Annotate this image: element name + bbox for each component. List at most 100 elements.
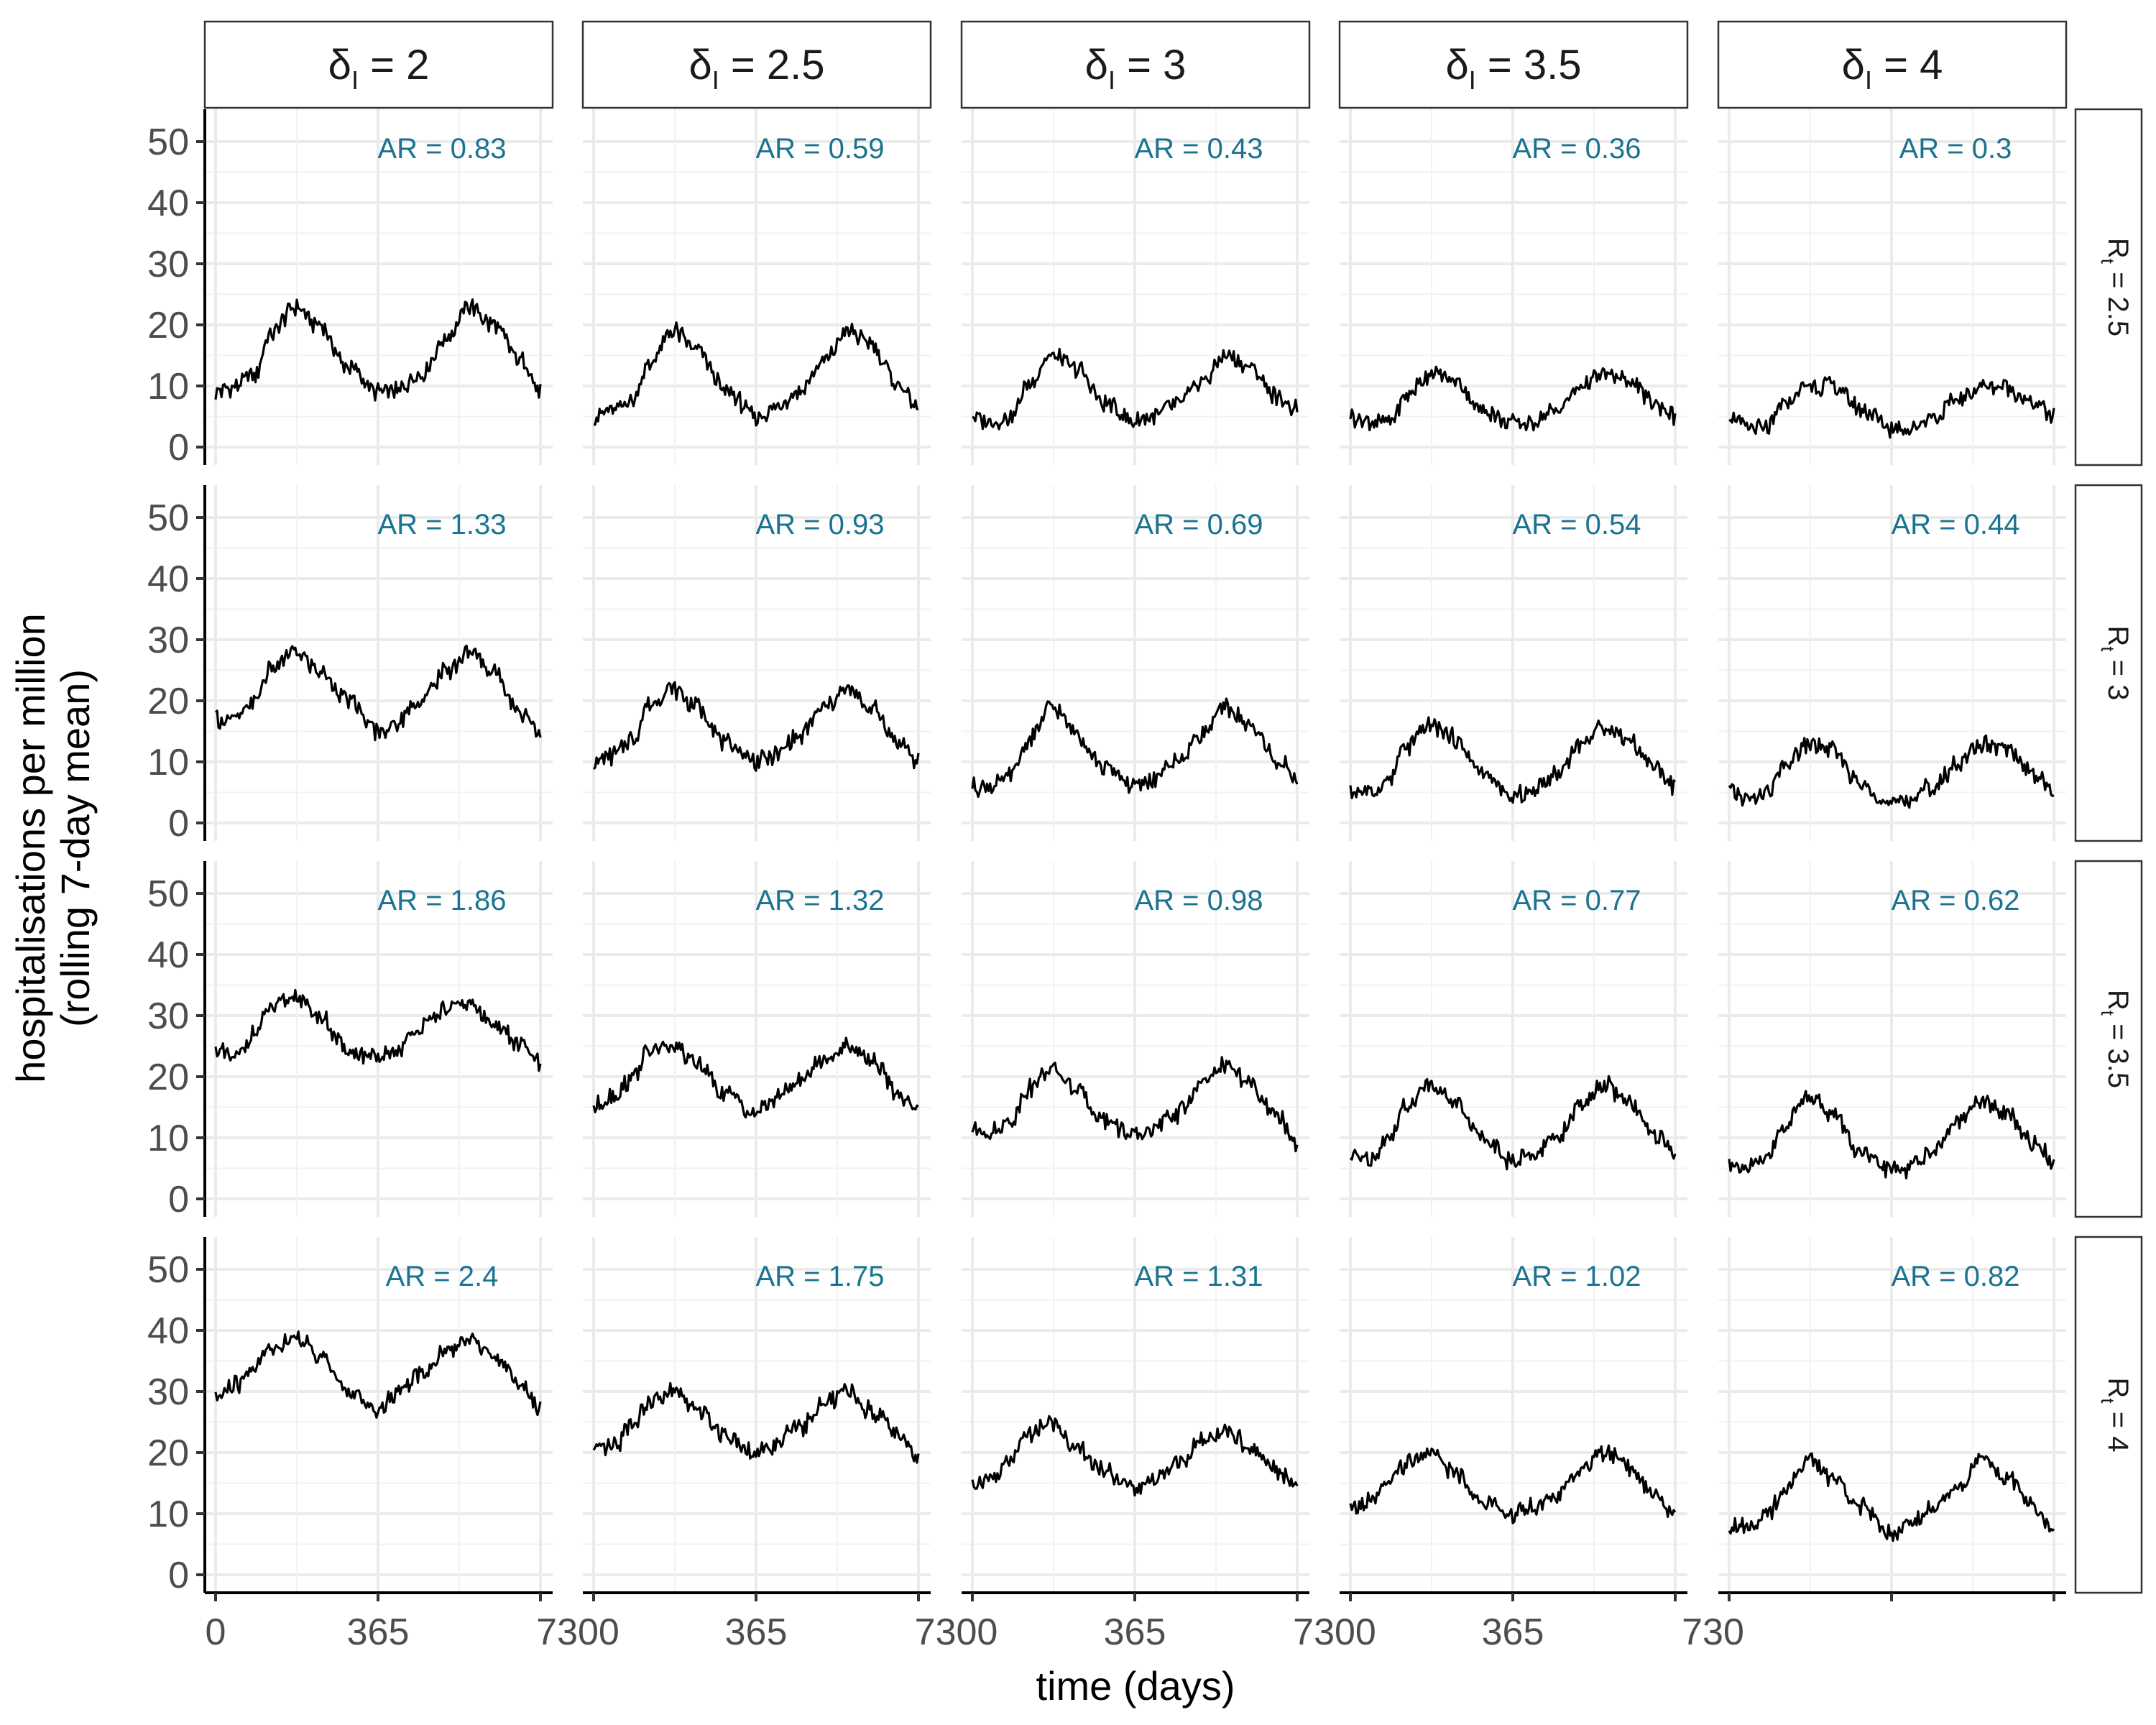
x-tick-label: 0 — [206, 1611, 226, 1653]
y-tick-label: 30 — [147, 244, 189, 285]
row-strip — [2074, 860, 2143, 1218]
y-tick-label: 40 — [147, 183, 189, 224]
series-line — [1728, 1090, 2055, 1179]
series-line — [1728, 1452, 2055, 1542]
series-line — [972, 347, 1299, 431]
y-tick-label: 10 — [147, 1494, 189, 1535]
series-line — [214, 988, 542, 1072]
y-tick-label: 20 — [147, 1057, 189, 1098]
y-tick-label: 0 — [168, 427, 189, 469]
y-tick-label: 50 — [147, 497, 189, 539]
y-tick-label: 0 — [168, 1555, 189, 1596]
y-tick-label: 30 — [147, 620, 189, 661]
series-line — [592, 1036, 919, 1119]
ar-annotation: AR = 0.83 — [377, 133, 506, 165]
series-line — [1728, 734, 2055, 809]
column-strip — [1717, 20, 2068, 109]
y-tick-label: 50 — [147, 873, 189, 915]
series-line — [1349, 716, 1677, 804]
strip-layer: δI = 2 δI = 2.5 δI = 3 δI = 3.5 δI = 4 Rt = 2… — [203, 20, 2143, 1594]
y-tick-label: 30 — [147, 1371, 189, 1413]
panel-grid-layer — [205, 109, 2066, 1593]
y-axis-title-line: (rolling 7-day mean) — [52, 669, 98, 1027]
column-strip-label: δI = 3 — [1085, 42, 1187, 95]
series-line — [971, 1056, 1299, 1153]
axis-layer: 0 10 20 30 40 50 0 10 20 30 40 50 0 10 20 30 40 50 0 10 20 30… — [147, 109, 2066, 1653]
series-line — [214, 298, 542, 402]
row-strip — [2074, 108, 2143, 466]
ar-annotation: AR = 1.75 — [755, 1261, 884, 1292]
y-tick-label: 20 — [147, 1432, 189, 1474]
y-axis-title-line: hospitalisations per million — [8, 613, 53, 1083]
ar-annotation: AR = 0.36 — [1512, 133, 1641, 165]
y-tick-label: 40 — [147, 934, 189, 976]
ar-annotation: AR = 1.31 — [1134, 1261, 1263, 1292]
series-line — [971, 1414, 1299, 1497]
row-strip-label: Rt = 2.5 — [2097, 238, 2134, 336]
ar-annotation: AR = 0.98 — [1134, 885, 1263, 916]
row-strip-label: Rt = 3 — [2097, 626, 2134, 701]
column-strip — [203, 20, 554, 109]
series-line — [592, 681, 920, 772]
series-line — [1349, 1075, 1677, 1171]
row-strip-label: Rt = 3.5 — [2097, 990, 2134, 1088]
row-strip-label: Rt = 4 — [2097, 1378, 2134, 1453]
series-line — [594, 321, 919, 427]
y-tick-label: 50 — [147, 121, 189, 163]
series-layer — [214, 298, 2055, 1542]
series-line — [1728, 375, 2055, 439]
y-axis-title: hospitalisations per million (rolling 7-d… — [8, 613, 98, 1083]
ar-annotation: AR = 0.93 — [755, 509, 884, 540]
ar-annotation: AR = 0.43 — [1134, 133, 1263, 165]
ar-annotation: AR = 0.59 — [755, 133, 884, 165]
column-strip — [960, 20, 1311, 109]
x-tick-label: 7300 — [1293, 1611, 1376, 1653]
label-layer: AR = 0.83 AR = 0.59 AR = 0.43 AR = 0.36 AR =… — [377, 133, 2019, 1292]
y-tick-label: 10 — [147, 742, 189, 783]
series-line — [214, 644, 542, 742]
y-tick-label: 10 — [147, 1118, 189, 1159]
x-tick-label: 7300 — [915, 1611, 998, 1653]
y-tick-label: 20 — [147, 681, 189, 722]
ar-annotation: AR = 1.86 — [377, 885, 506, 916]
ar-annotation: AR = 1.02 — [1512, 1261, 1641, 1292]
ar-annotation: AR = 2.4 — [386, 1261, 499, 1292]
x-tick-label: 365 — [1482, 1611, 1544, 1653]
row-strip — [2074, 1236, 2143, 1594]
y-tick-label: 0 — [168, 803, 189, 845]
y-tick-label: 40 — [147, 558, 189, 600]
y-tick-label: 30 — [147, 995, 189, 1037]
column-strip-label: δI = 2.5 — [688, 42, 824, 95]
y-tick-label: 20 — [147, 305, 189, 346]
column-strip-label: δI = 2 — [328, 42, 430, 95]
series-line — [214, 1330, 542, 1419]
ar-annotation: AR = 0.54 — [1512, 509, 1641, 540]
series-line — [1349, 365, 1677, 432]
ar-annotation: AR = 0.82 — [1891, 1261, 2019, 1292]
row-strip — [2074, 484, 2143, 842]
column-strip — [581, 20, 932, 109]
y-tick-label: 40 — [147, 1310, 189, 1352]
ar-annotation: AR = 0.77 — [1512, 885, 1641, 916]
x-axis-title: time (days) — [1036, 1663, 1235, 1708]
y-tick-label: 50 — [147, 1249, 189, 1291]
ar-annotation: AR = 0.62 — [1891, 885, 2019, 916]
ar-annotation: AR = 1.32 — [755, 885, 884, 916]
series-line — [971, 697, 1299, 799]
series-line — [1349, 1444, 1677, 1524]
x-tick-label: 365 — [725, 1611, 788, 1653]
column-strip-label: δI = 4 — [1842, 42, 1943, 95]
ar-annotation: AR = 1.33 — [377, 509, 506, 540]
ar-annotation: AR = 0.3 — [1899, 133, 2012, 165]
column-strip — [1338, 20, 1689, 109]
x-tick-label: 7300 — [536, 1611, 619, 1653]
x-tick-label: 365 — [1104, 1611, 1166, 1653]
series-line — [592, 1381, 920, 1464]
y-tick-label: 10 — [147, 366, 189, 408]
ar-annotation: AR = 0.69 — [1134, 509, 1263, 540]
x-tick-label: 730 — [1682, 1611, 1744, 1653]
y-tick-label: 0 — [168, 1179, 189, 1220]
ar-annotation: AR = 0.44 — [1891, 509, 2019, 540]
column-strip-label: δI = 3.5 — [1445, 42, 1581, 95]
